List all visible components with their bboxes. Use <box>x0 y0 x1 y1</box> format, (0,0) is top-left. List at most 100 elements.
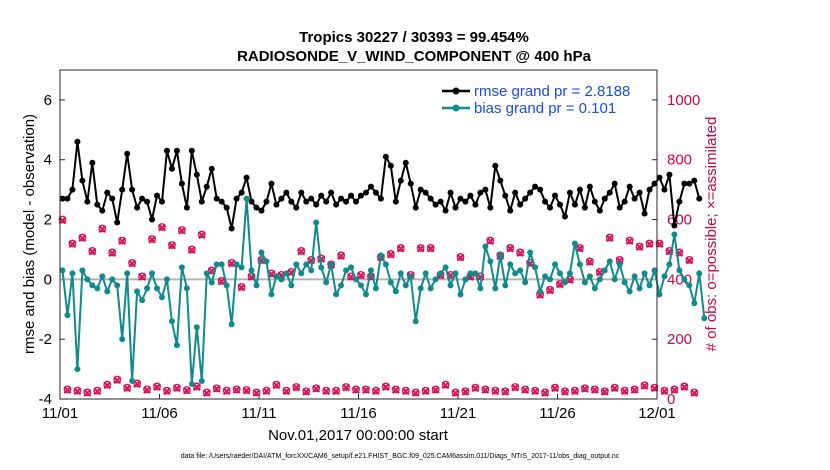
assimilated-obs-point <box>227 259 236 268</box>
bias-point <box>258 249 265 256</box>
bias-point <box>432 276 439 283</box>
possible-obs-point <box>585 257 594 266</box>
rmse-point <box>537 186 544 193</box>
bias-point <box>149 270 156 277</box>
rmse-point <box>676 198 683 205</box>
bias-point <box>482 243 489 250</box>
y-tick-label: -4 <box>39 391 52 408</box>
assimilated-obs-point <box>177 226 186 235</box>
bias-point <box>566 270 573 277</box>
bias-point <box>517 267 524 274</box>
possible-obs-point <box>411 388 420 397</box>
possible-obs-point <box>670 385 679 394</box>
possible-obs-point <box>197 230 206 239</box>
rmse-point <box>74 138 81 145</box>
bias-point <box>99 273 106 280</box>
rmse-point <box>233 195 240 202</box>
rmse-point <box>268 180 275 187</box>
possible-obs-point <box>610 383 619 392</box>
y2-tick-label: 200 <box>667 331 692 348</box>
assimilated-obs-point <box>342 383 350 392</box>
bias-point <box>646 282 653 289</box>
bias-point <box>218 261 225 268</box>
rmse-point <box>487 204 494 211</box>
rmse-point <box>253 204 260 211</box>
possible-obs-point <box>680 382 689 391</box>
bias-point <box>676 267 683 274</box>
rmse-point <box>591 198 598 205</box>
rmse-point <box>109 195 116 202</box>
possible-obs-point <box>372 386 380 395</box>
possible-obs-point <box>108 248 117 257</box>
possible-obs-point <box>282 386 291 395</box>
possible-obs-point <box>113 375 122 384</box>
assimilated-obs-point <box>357 271 365 280</box>
assimilated-obs-point <box>98 225 107 234</box>
bias-point <box>611 276 618 283</box>
rmse-point <box>178 180 185 187</box>
rmse-point <box>547 204 554 211</box>
bias-point <box>417 285 424 292</box>
assimilated-obs-point <box>396 244 405 253</box>
rmse-point <box>542 198 549 205</box>
bias-point <box>134 288 141 295</box>
possible-obs-point <box>506 244 515 252</box>
rmse-point <box>457 195 464 202</box>
rmse-point <box>114 219 121 226</box>
assimilated-obs-point <box>680 383 689 391</box>
legend-rmse-label: rmse grand pr = 2.8188 <box>474 83 630 100</box>
rmse-point <box>144 198 151 205</box>
rmse-point <box>392 198 399 205</box>
rmse-point <box>611 180 618 187</box>
rmse-point <box>357 192 364 199</box>
possible-obs-point <box>78 233 87 242</box>
possible-obs-point <box>630 385 639 394</box>
rmse-point <box>517 201 524 208</box>
y2-axis-ticks: 0 200 400 600 800 1000 <box>652 92 700 408</box>
possible-obs-point <box>571 386 579 395</box>
rmse-point <box>163 147 170 154</box>
assimilated-obs-point <box>232 386 241 394</box>
bias-point <box>144 285 151 292</box>
rmse-point <box>283 189 290 196</box>
possible-obs-point <box>103 380 112 389</box>
bias-point <box>392 288 399 295</box>
bias-point <box>377 252 384 259</box>
bias-point <box>139 297 146 304</box>
assimilated-obs-point <box>605 234 614 242</box>
rmse-point <box>387 162 394 169</box>
possible-obs-point <box>182 386 191 394</box>
assimilated-obs-point <box>381 383 390 391</box>
rmse-point <box>696 195 703 202</box>
possible-obs-point <box>625 236 634 245</box>
bias-point <box>402 282 409 289</box>
bias-point <box>631 273 638 280</box>
legend: rmse grand pr = 2.8188 bias grand pr = 0… <box>442 83 630 117</box>
assimilated-obs-point <box>242 386 251 395</box>
bias-point <box>422 270 429 277</box>
y2-tick-label: 400 <box>667 271 692 288</box>
bias-point <box>586 273 593 280</box>
possible-obs-point <box>640 381 649 390</box>
rmse-point <box>353 198 360 205</box>
bias-point <box>338 282 345 289</box>
bias-point <box>412 318 419 325</box>
rmse-point <box>417 186 424 193</box>
rmse-point <box>626 183 633 190</box>
possible-obs-point <box>88 247 97 255</box>
rmse-point <box>193 171 200 178</box>
assimilated-obs-point <box>73 387 82 396</box>
assimilated-obs-point <box>153 383 161 391</box>
rmse-point <box>432 201 439 208</box>
assimilated-obs-point <box>63 386 72 394</box>
rmse-point <box>586 183 593 190</box>
rmse-point <box>333 201 340 208</box>
assimilated-obs-point <box>401 387 410 396</box>
assimilated-obs-point <box>630 386 639 394</box>
bias-point <box>328 261 335 268</box>
rmse-point <box>273 201 280 208</box>
bias-point <box>616 261 623 268</box>
assimilated-obs-point <box>600 387 609 396</box>
assimilated-obs-point <box>546 286 554 295</box>
rmse-point <box>313 201 320 208</box>
